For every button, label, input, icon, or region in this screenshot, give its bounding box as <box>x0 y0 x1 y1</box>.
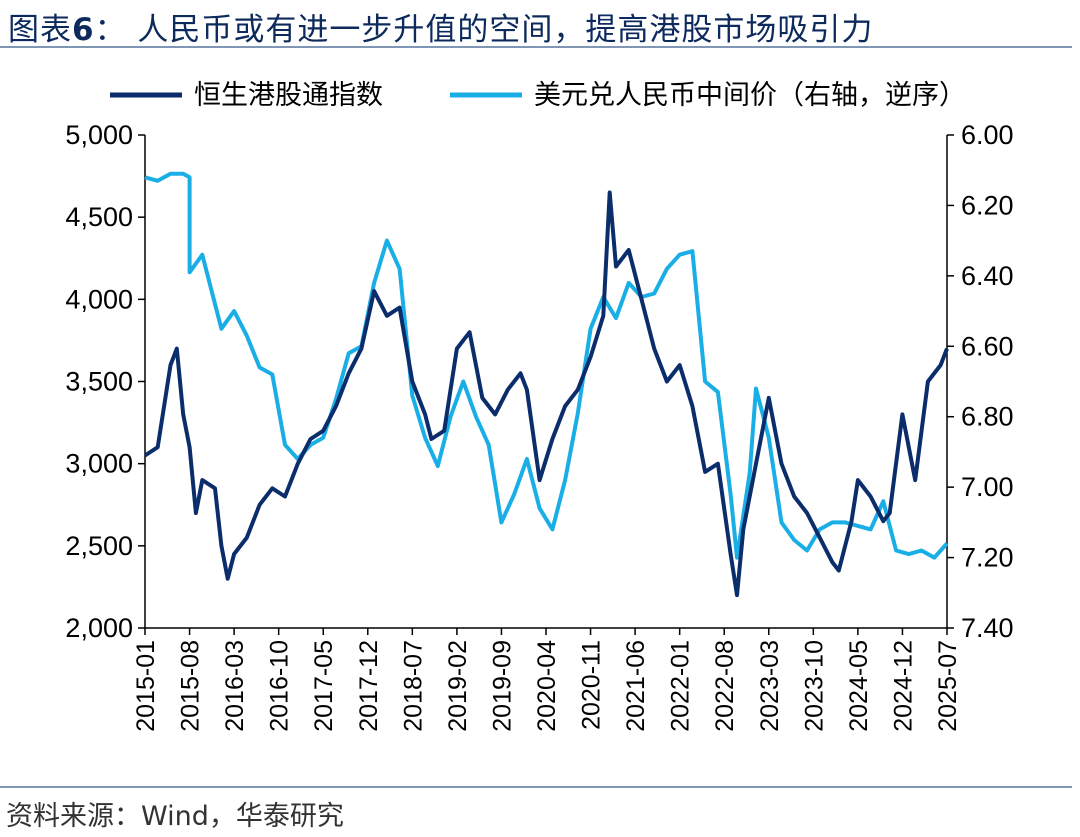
chart-axes: 5,000 4,500 4,000 3,500 3,000 2,500 2,000 6.00 6… <box>65 120 1013 732</box>
y-right-tick-label: 6.40 <box>961 261 1014 291</box>
x-tick-label: 2016-10 <box>266 640 294 732</box>
x-tick-label: 2025-07 <box>934 640 962 732</box>
x-tick-label: 2024-12 <box>889 640 917 732</box>
y-right-tick-label: 7.20 <box>961 543 1014 573</box>
x-tick-label: 2022-08 <box>711 640 739 732</box>
x-tick-label: 2019-02 <box>444 640 472 732</box>
x-tick-label: 2017-12 <box>355 640 383 732</box>
x-tick-label: 2022-01 <box>667 640 695 732</box>
x-tick-label: 2024-05 <box>845 640 873 732</box>
y-right-tick-label: 6.60 <box>961 331 1014 361</box>
chart-legend: 恒生港股通指数 美元兑人民币中间价（右轴，逆序） <box>110 80 966 111</box>
y-left-tick-label: 5,000 <box>65 120 133 150</box>
y-right-tick-label: 6.20 <box>961 190 1014 220</box>
legend-label-hsci: 恒生港股通指数 <box>194 80 383 111</box>
page-title: 图表6： 人民币或有进一步升值的空间，提高港股市场吸引力 <box>8 12 874 48</box>
footer-divider <box>0 786 1072 788</box>
x-tick-label: 2023-10 <box>800 640 828 732</box>
y-right-tick-label: 7.00 <box>961 472 1014 502</box>
y-right-tick-label: 6.00 <box>961 120 1014 150</box>
x-tick-label: 2016-03 <box>221 640 249 732</box>
x-tick-label: 2020-04 <box>533 640 561 732</box>
y-left-tick-label: 2,500 <box>65 531 133 561</box>
x-tick-label: 2015-01 <box>132 640 160 732</box>
x-tick-label: 2021-06 <box>622 640 650 732</box>
source-note: 资料来源：Wind，华泰研究 <box>6 801 344 832</box>
x-tick-label: 2019-09 <box>488 640 516 732</box>
x-tick-label: 2017-05 <box>310 640 338 732</box>
line-chart: 恒生港股通指数 美元兑人民币中间价（右轴，逆序） 5,000 4,500 4,000… <box>65 80 1013 732</box>
title-divider <box>0 46 1072 48</box>
chart-series <box>143 171 949 598</box>
y-right-tick-label: 6.80 <box>961 402 1014 432</box>
series-line-hsci <box>143 190 949 598</box>
x-tick-label: 2015-08 <box>177 640 205 732</box>
y-right-tick-label: 7.40 <box>961 613 1014 643</box>
y-left-tick-label: 3,500 <box>65 367 133 397</box>
legend-label-usdcny: 美元兑人民币中间价（右轴，逆序） <box>534 80 966 111</box>
y-left-tick-label: 3,000 <box>65 449 133 479</box>
x-tick-label: 2018-07 <box>399 640 427 732</box>
x-tick-label: 2023-03 <box>756 640 784 732</box>
y-left-tick-label: 4,000 <box>65 284 133 314</box>
x-tick-label: 2020-11 <box>578 640 606 730</box>
y-left-tick-label: 2,000 <box>65 613 133 643</box>
y-left-tick-label: 4,500 <box>65 202 133 232</box>
series-line-usdcny <box>144 171 949 560</box>
